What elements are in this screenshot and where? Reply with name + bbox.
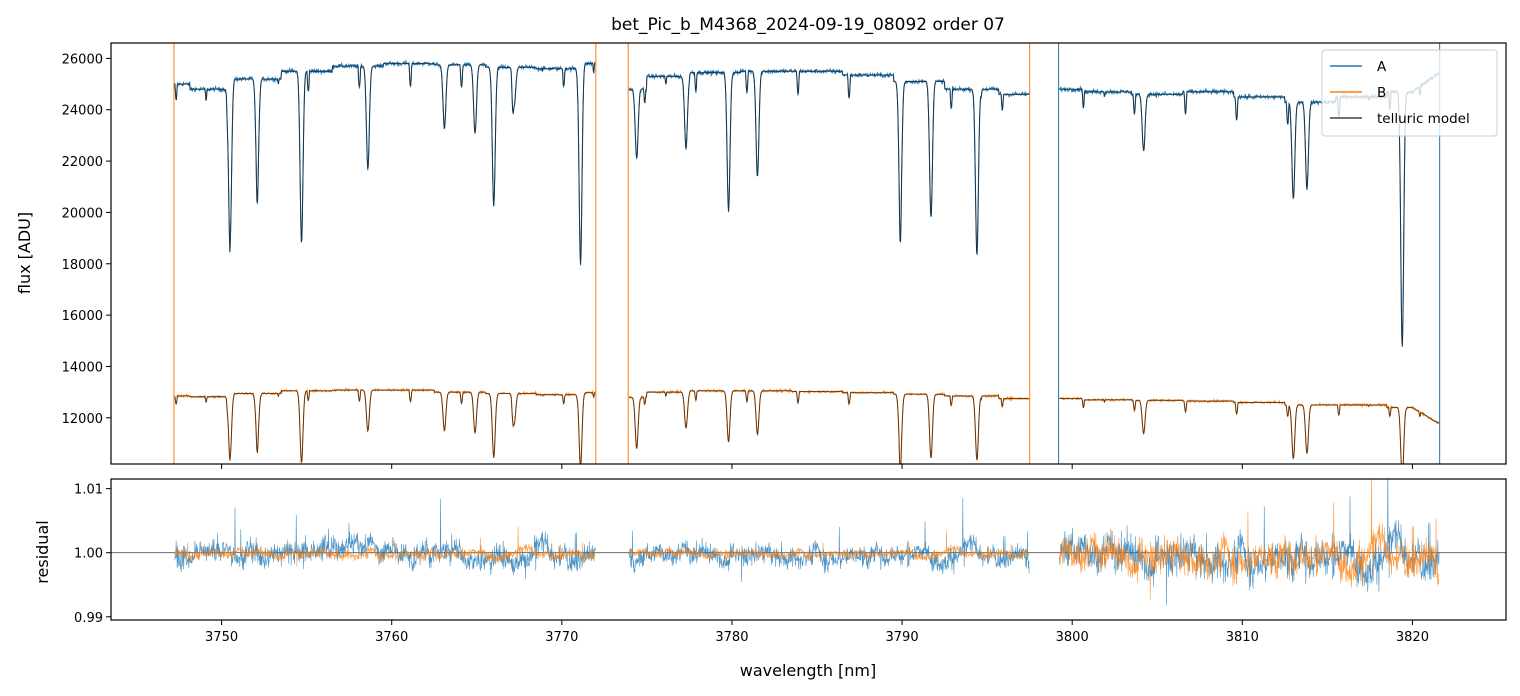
telluric-model-line [1059, 398, 1440, 464]
x-tick-label: 3790 [886, 630, 919, 645]
legend-model-label: telluric model [1377, 111, 1470, 127]
telluric-model-line [629, 70, 1030, 255]
y-tick-label: 16000 [62, 309, 103, 324]
telluric-model-line [629, 390, 1030, 464]
x-tick-label: 3770 [545, 630, 578, 645]
legend: A B telluric model [1321, 49, 1498, 137]
bottom-axes-frame [110, 478, 1507, 621]
residual-b-line [174, 526, 596, 567]
y-tick-label: 18000 [62, 258, 103, 273]
series-a-line [628, 67, 1030, 254]
bottom-plot-area [111, 479, 1506, 606]
top-y-axis-label: flux [ADU] [15, 212, 34, 294]
residual-a-line [628, 498, 1030, 583]
top-x-ticks [221, 464, 1413, 469]
top-panel: 12000 14000 16000 18000 20000 22000 24000 26000… [15, 42, 1507, 469]
bottom-x-ticks: 3750 3760 3770 3780 3790 3800 3810 3820 [205, 620, 1429, 645]
telluric-model-line [174, 63, 596, 264]
legend-a-label: A [1377, 59, 1387, 75]
x-tick-label: 3750 [205, 630, 238, 645]
y-tick-label: 20000 [62, 206, 103, 221]
legend-b-label: B [1377, 85, 1386, 101]
residual-b-line [1059, 479, 1440, 600]
residual-b-line [628, 530, 1030, 565]
bottom-y-axis-label: residual [33, 520, 52, 583]
series-b-line [628, 387, 1030, 464]
bottom-y-ticks: 0.99 1.00 1.01 [74, 483, 111, 626]
legend-box [1321, 49, 1498, 137]
y-tick-label: 24000 [62, 104, 103, 119]
y-tick-label: 1.01 [74, 483, 103, 498]
telluric-model-line [174, 389, 596, 464]
y-tick-label: 22000 [62, 155, 103, 170]
top-axes-frame [110, 42, 1507, 465]
top-plot-area [173, 43, 1441, 464]
x-axis-label: wavelength [nm] [740, 661, 877, 680]
chart-title: bet_Pic_b_M4368_2024-09-19_08092 order 0… [611, 15, 1005, 35]
y-tick-label: 1.00 [74, 547, 103, 562]
x-tick-label: 3810 [1226, 630, 1259, 645]
residual-a-line [174, 498, 596, 580]
x-tick-label: 3820 [1396, 630, 1429, 645]
series-b-line [174, 387, 596, 464]
y-tick-label: 26000 [62, 52, 103, 67]
y-tick-label: 14000 [62, 360, 103, 375]
bottom-panel: 3750 3760 3770 3780 3790 3800 3810 3820 0.99 1.0… [33, 478, 1507, 680]
y-tick-label: 12000 [62, 412, 103, 427]
top-y-ticks: 12000 14000 16000 18000 20000 22000 24000 26000 [62, 52, 111, 427]
x-tick-label: 3760 [375, 630, 408, 645]
x-tick-label: 3800 [1056, 630, 1089, 645]
series-a-line [174, 59, 596, 266]
y-tick-label: 0.99 [74, 611, 103, 626]
series-b-line [1059, 396, 1440, 464]
x-tick-label: 3780 [715, 630, 748, 645]
